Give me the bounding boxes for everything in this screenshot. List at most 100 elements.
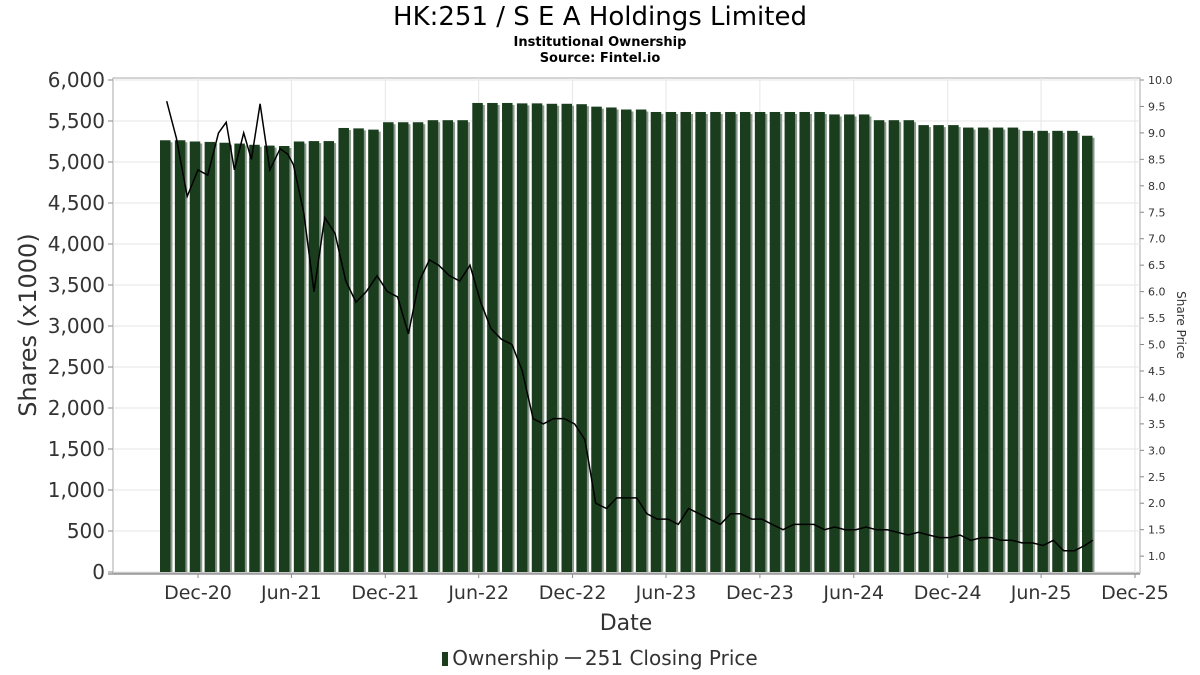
- y-tick-label: 2,500: [48, 355, 105, 379]
- ownership-bar: [665, 111, 677, 572]
- y2-tick-label: 7.5: [1148, 206, 1166, 219]
- y-tick-label: 4,000: [48, 232, 105, 256]
- ownership-bar: [739, 111, 751, 572]
- ownership-bar: [1007, 127, 1019, 572]
- ownership-bar: [977, 127, 989, 572]
- price-line: [165, 101, 1094, 552]
- ownership-bar: [695, 111, 706, 572]
- y2-tick-label: 4.5: [1148, 365, 1166, 378]
- ownership-bar: [412, 122, 424, 572]
- y2-tick-label: 3.0: [1148, 444, 1166, 457]
- ownership-bar: [308, 141, 320, 572]
- y-tick-label: 6,000: [48, 68, 105, 92]
- chart-legend: Ownership 251 Closing Price: [0, 646, 1200, 670]
- y2-tick-label: 5.5: [1148, 312, 1166, 325]
- ownership-bar: [427, 120, 439, 573]
- x-tick-label: Dec-22: [539, 582, 607, 604]
- ownership-bar: [561, 103, 573, 572]
- ownership-bar: [174, 140, 186, 572]
- ownership-bar: [918, 125, 929, 572]
- ownership-bar: [650, 111, 662, 572]
- x-tick-label: Jun-21: [260, 582, 322, 604]
- ownership-bar: [516, 103, 528, 573]
- ownership-bar: [903, 120, 915, 573]
- ownership-bar: [754, 111, 766, 572]
- y-tick-label: 3,500: [48, 273, 105, 297]
- chart-title: HK:251 / S E A Holdings Limited: [393, 2, 807, 32]
- ownership-bar: [502, 102, 513, 573]
- legend-label-price: 251 Closing Price: [584, 646, 758, 670]
- ownership-bar: [873, 120, 885, 573]
- x-tick-label: Dec-23: [726, 582, 794, 604]
- ownership-bar: [234, 143, 245, 573]
- x-tick-label: Jun-25: [1010, 582, 1072, 604]
- x-tick-label: Jun-23: [635, 582, 697, 604]
- y-tick-label: 500: [67, 519, 105, 543]
- ownership-bar: [680, 111, 691, 572]
- ownership-bar: [160, 140, 171, 572]
- ownership-bar: [844, 114, 855, 572]
- y-axis-label: Shares (x1000): [14, 233, 42, 416]
- ownership-bar: [1067, 130, 1078, 572]
- y2-tick-label: 9.5: [1148, 100, 1166, 113]
- ownership-bar: [264, 145, 275, 572]
- ownership-bar: [487, 102, 498, 573]
- x-axis-label: Date: [600, 611, 653, 636]
- ownership-bar: [323, 141, 335, 572]
- ownership-bar: [635, 109, 647, 573]
- ownership-bar: [368, 129, 379, 573]
- ownership-bar: [888, 120, 900, 573]
- ownership-bar: [606, 107, 617, 572]
- y2-tick-label: 2.0: [1148, 497, 1166, 510]
- ownership-bar: [293, 141, 305, 572]
- ownership-bar: [204, 141, 216, 572]
- y2-tick-label: 6.0: [1148, 286, 1166, 299]
- legend-swatch-price: [564, 657, 581, 659]
- y-tick-label: 2,000: [48, 396, 105, 420]
- ownership-bar: [963, 127, 974, 572]
- ownership-bar: [814, 111, 825, 572]
- x-tick-label: Dec-20: [164, 582, 232, 604]
- ownership-bar: [531, 103, 543, 573]
- y2-tick-label: 5.0: [1148, 339, 1166, 352]
- ownership-bar: [457, 120, 468, 573]
- chart-source: Source: Fintel.io: [539, 51, 661, 66]
- y2-tick-label: 7.0: [1148, 233, 1166, 246]
- ownership-bar: [933, 125, 944, 572]
- ownership-bar: [591, 106, 602, 573]
- ownership-bar: [442, 120, 454, 573]
- ownership-bar: [710, 111, 721, 572]
- y2-tick-label: 3.5: [1148, 418, 1166, 431]
- legend-label-ownership: Ownership: [452, 646, 559, 670]
- ownership-bar: [858, 114, 870, 572]
- ownership-bar: [353, 128, 364, 572]
- x-tick-label: Jun-24: [822, 582, 884, 604]
- ownership-bar: [1052, 130, 1063, 572]
- y2-axis-label: Share Price: [1174, 291, 1188, 359]
- ownership-bar: [992, 127, 1004, 572]
- y2-tick-label: 2.5: [1148, 471, 1166, 484]
- y-tick-label: 1,500: [48, 437, 105, 461]
- y-tick-label: 0: [92, 560, 105, 584]
- y2-tick-label: 8.0: [1148, 180, 1166, 193]
- ownership-bar: [383, 122, 394, 572]
- ownership-bar: [799, 111, 810, 572]
- y2-tick-label: 1.0: [1148, 550, 1166, 563]
- ownership-bar: [397, 122, 409, 572]
- y-tick-label: 3,000: [48, 314, 105, 338]
- ownership-bar: [725, 111, 736, 572]
- legend-swatch-ownership: [442, 652, 449, 666]
- x-tick-label: Dec-25: [1101, 582, 1169, 604]
- ownership-bar: [829, 114, 840, 572]
- y-tick-label: 4,500: [48, 191, 105, 215]
- ownership-bar: [769, 111, 781, 572]
- x-tick-label: Dec-24: [914, 582, 982, 604]
- ownership-bar: [278, 146, 290, 572]
- y2-tick-label: 4.0: [1148, 391, 1166, 404]
- ownership-chart: 0 500 1,000 1,500 2,000 2,500 3,000 3,500 4,000 4…: [14, 68, 1188, 636]
- ownership-bar: [621, 109, 632, 573]
- y2-tick-label: 1.5: [1148, 524, 1166, 537]
- ownership-bar: [472, 102, 483, 573]
- ownership-bar: [219, 142, 230, 573]
- y2-tick-label: 6.5: [1148, 259, 1166, 272]
